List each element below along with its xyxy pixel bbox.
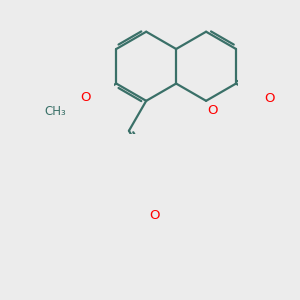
- Text: O: O: [265, 92, 275, 105]
- Text: O: O: [207, 104, 218, 117]
- Text: CH₃: CH₃: [44, 105, 66, 118]
- Text: O: O: [149, 209, 160, 222]
- Text: O: O: [80, 91, 91, 104]
